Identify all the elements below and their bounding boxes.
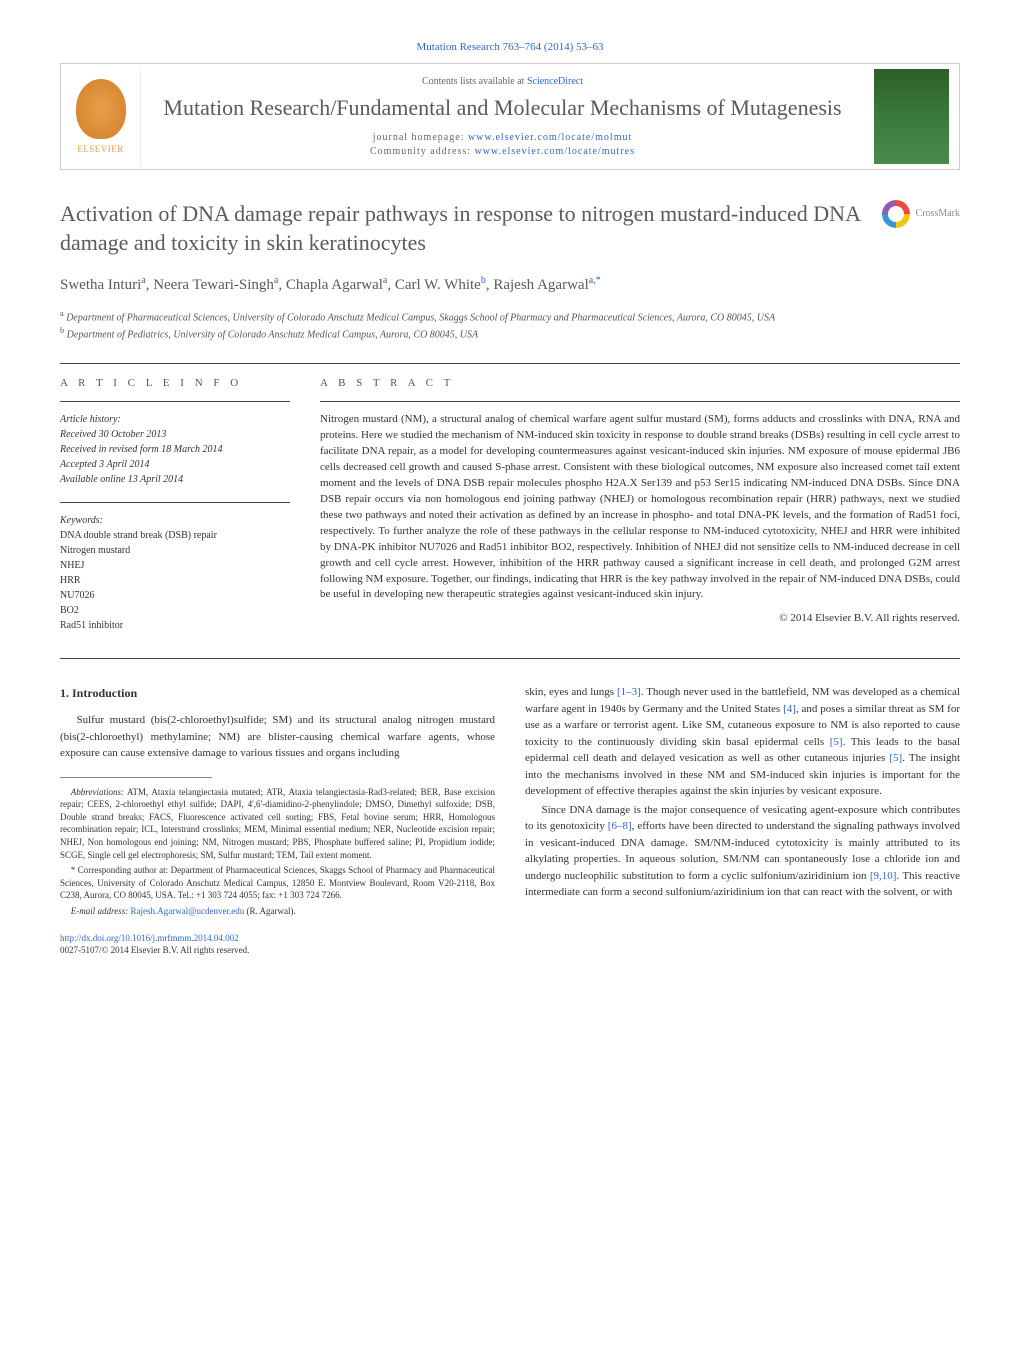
community-link[interactable]: www.elsevier.com/locate/mutres [475, 146, 635, 157]
keyword-1: Nitrogen mustard [60, 543, 290, 558]
publisher-logo: ELSEVIER [61, 67, 141, 167]
keyword-3: HRR [60, 573, 290, 588]
keyword-4: NU7026 [60, 588, 290, 603]
divider-bottom [60, 658, 960, 659]
abstract-heading: A B S T R A C T [320, 376, 960, 391]
abbrev-text: ATM, Ataxia telangiectasia mutated; ATR,… [60, 787, 495, 860]
abbrev-label: Abbreviations: [71, 787, 124, 797]
keywords-label: Keywords: [60, 513, 290, 528]
contents-prefix: Contents lists available at [422, 76, 527, 87]
article-title: Activation of DNA damage repair pathways… [60, 200, 882, 257]
affiliations: a Department of Pharmaceutical Sciences,… [60, 308, 960, 343]
crossmark-label: CrossMark [916, 207, 960, 221]
abstract-copyright: © 2014 Elsevier B.V. All rights reserved… [320, 611, 960, 626]
doi-link[interactable]: http://dx.doi.org/10.1016/j.mrfmmm.2014.… [60, 933, 239, 943]
divider-keywords [60, 502, 290, 503]
abstract-column: A B S T R A C T Nitrogen mustard (NM), a… [320, 376, 960, 633]
history-online: Available online 13 April 2014 [60, 472, 290, 487]
affiliation-a-text: Department of Pharmaceutical Sciences, U… [66, 312, 775, 323]
divider-top [60, 363, 960, 364]
article-info-heading: A R T I C L E I N F O [60, 376, 290, 391]
issn-copyright: 0027-5107/© 2014 Elsevier B.V. All right… [60, 945, 249, 955]
crossmark-icon [882, 200, 910, 228]
title-row: Activation of DNA damage repair pathways… [60, 200, 960, 257]
community-line: Community address: www.elsevier.com/loca… [156, 145, 849, 159]
affiliation-b: b Department of Pediatrics, University o… [60, 325, 960, 342]
history-accepted: Accepted 3 April 2014 [60, 457, 290, 472]
keyword-6: Rad51 inhibitor [60, 618, 290, 633]
contents-available-line: Contents lists available at ScienceDirec… [156, 75, 849, 89]
crossmark-badge[interactable]: CrossMark [882, 200, 960, 228]
keywords-block: Keywords: DNA double strand break (DSB) … [60, 513, 290, 633]
homepage-line: journal homepage: www.elsevier.com/locat… [156, 131, 849, 145]
homepage-link[interactable]: www.elsevier.com/locate/molmut [468, 132, 632, 143]
corresponding-email-link[interactable]: Rajesh.Agarwal@ucdenver.edu [130, 906, 244, 916]
sciencedirect-link[interactable]: ScienceDirect [527, 76, 583, 87]
body-column-left: 1. Introduction Sulfur mustard (bis(2-ch… [60, 684, 495, 957]
doi-block: http://dx.doi.org/10.1016/j.mrfmmm.2014.… [60, 932, 495, 957]
divider-info [60, 401, 290, 402]
intro-paragraph-1: Sulfur mustard (bis(2-chloroethyl)sulfid… [60, 712, 495, 762]
email-footnote: E-mail address: Rajesh.Agarwal@ucdenver.… [60, 905, 495, 918]
divider-abstract [320, 401, 960, 402]
footnotes: Abbreviations: ATM, Ataxia telangiectasi… [60, 786, 495, 918]
body-columns: 1. Introduction Sulfur mustard (bis(2-ch… [60, 684, 960, 957]
affiliation-b-text: Department of Pediatrics, University of … [67, 330, 478, 341]
history-label: Article history: [60, 412, 290, 427]
intro-paragraph-2: Since DNA damage is the major consequenc… [525, 802, 960, 901]
affiliation-a: a Department of Pharmaceutical Sciences,… [60, 308, 960, 325]
body-column-right: skin, eyes and lungs [1–3]. Though never… [525, 684, 960, 957]
history-revised: Received in revised form 18 March 2014 [60, 442, 290, 457]
keyword-2: NHEJ [60, 558, 290, 573]
header-center: Contents lists available at ScienceDirec… [141, 65, 864, 169]
section-1-heading: 1. Introduction [60, 684, 495, 702]
publisher-name: ELSEVIER [77, 143, 124, 156]
journal-name: Mutation Research/Fundamental and Molecu… [156, 95, 849, 121]
abstract-text: Nitrogen mustard (NM), a structural anal… [320, 412, 960, 603]
community-label: Community address: [370, 146, 475, 157]
article-info-column: A R T I C L E I N F O Article history: R… [60, 376, 290, 633]
homepage-label: journal homepage: [373, 132, 468, 143]
journal-cover-thumbnail [874, 69, 949, 164]
article-history: Article history: Received 30 October 201… [60, 412, 290, 487]
history-received: Received 30 October 2013 [60, 427, 290, 442]
abbreviations-footnote: Abbreviations: ATM, Ataxia telangiectasi… [60, 786, 495, 862]
intro-paragraph-1-cont: skin, eyes and lungs [1–3]. Though never… [525, 684, 960, 800]
email-label: E-mail address: [71, 906, 131, 916]
elsevier-tree-icon [76, 79, 126, 139]
journal-header-box: ELSEVIER Contents lists available at Sci… [60, 63, 960, 170]
keyword-5: BO2 [60, 603, 290, 618]
info-abstract-row: A R T I C L E I N F O Article history: R… [60, 376, 960, 633]
keyword-0: DNA double strand break (DSB) repair [60, 528, 290, 543]
email-suffix: (R. Agarwal). [244, 906, 296, 916]
journal-reference: Mutation Research 763–764 (2014) 53–63 [60, 40, 960, 55]
authors-line: Swetha Inturia, Neera Tewari-Singha, Cha… [60, 273, 960, 297]
footnote-separator [60, 777, 212, 778]
corresponding-author-footnote: * Corresponding author at: Department of… [60, 864, 495, 902]
